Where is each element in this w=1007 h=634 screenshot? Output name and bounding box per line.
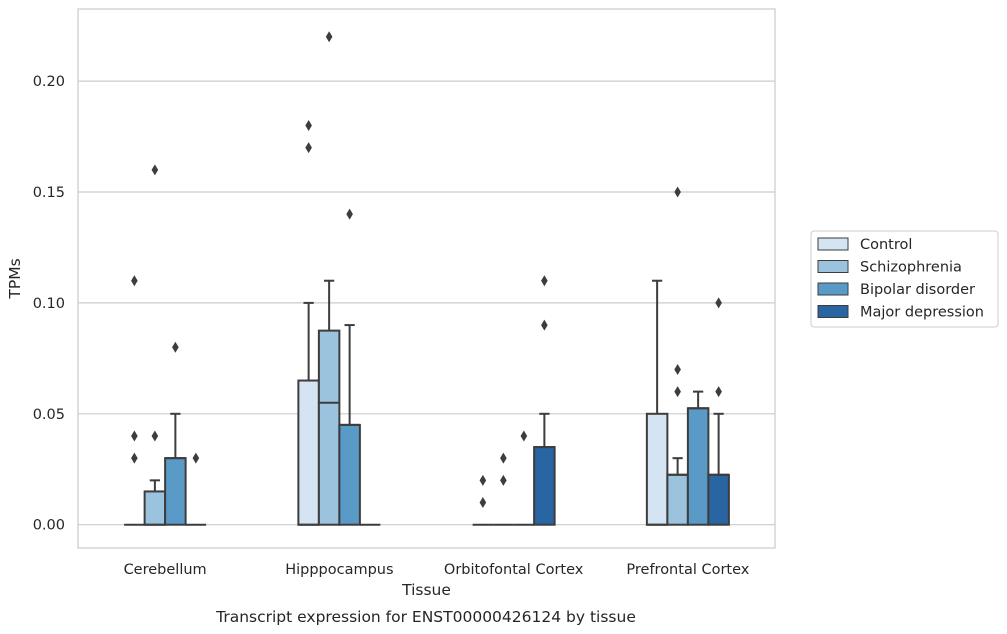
box-layer (124, 31, 730, 526)
outlier-point (151, 430, 159, 442)
box-control (297, 119, 320, 526)
outlier-point (674, 186, 681, 198)
outlier-point (479, 497, 487, 509)
x-tick-label: Prefrontal Cortex (626, 562, 749, 578)
x-tick-label: Hipppocampus (285, 562, 393, 578)
outlier-point (305, 119, 312, 131)
legend-swatch (817, 305, 849, 318)
box-bipolar-disorder (513, 430, 535, 526)
outlier-point (131, 452, 138, 464)
outlier-point (305, 142, 312, 154)
box-bipolar-disorder (338, 208, 361, 526)
legend-item: Major depression (817, 305, 984, 321)
legend: Control Schizophrenia Bipolar disorder Majo… (810, 230, 999, 328)
x-tick-label: Orbitofontal Cortex (444, 562, 584, 578)
box-body (317, 329, 341, 526)
y-tick-label: 0.15 (33, 185, 65, 201)
outlier-point (715, 297, 722, 309)
box-major-depression (707, 297, 730, 526)
outlier-point (172, 341, 179, 353)
box-body (666, 473, 689, 526)
outlier-point (131, 430, 138, 442)
box-body (686, 407, 710, 526)
box-major-depression (185, 452, 207, 526)
outlier-point (500, 452, 507, 464)
outlier-point (674, 386, 681, 398)
box-control (472, 474, 494, 526)
legend-swatch (817, 260, 849, 273)
y-axis-ticks: 0.00 0.05 0.10 0.15 0.20 (33, 74, 65, 534)
legend-swatch (817, 237, 849, 251)
outlier-point (674, 363, 681, 375)
box-body (297, 379, 320, 526)
box-schizophrenia (317, 31, 341, 526)
outlier-point (500, 474, 507, 486)
outlier-point (192, 452, 200, 464)
chart-caption: Transcript expression for ENST0000042612… (215, 608, 636, 626)
y-axis-label: TPMs (6, 258, 24, 299)
box-body (645, 412, 669, 526)
box-schizophrenia (493, 452, 514, 526)
legend-label: Schizophrenia (860, 260, 962, 276)
x-axis-ticks: Cerebellum Hipppocampus Orbitofontal Corte… (124, 562, 750, 578)
y-tick-label: 0.10 (33, 296, 65, 312)
legend-item: Schizophrenia (817, 260, 962, 276)
legend-swatch (817, 282, 849, 296)
outlier-point (541, 275, 548, 287)
box-control (645, 279, 669, 526)
outlier-point (715, 386, 722, 398)
plot-frame (77, 8, 776, 549)
y-tick-label: 0.05 (33, 407, 65, 423)
box-body (707, 473, 730, 526)
x-axis-label: Tissue (401, 581, 451, 599)
outlier-point (151, 164, 159, 176)
box-body (533, 446, 556, 526)
legend-frame (810, 230, 999, 328)
x-tick-label: Cerebellum (124, 562, 207, 578)
legend-label: Bipolar disorder (860, 282, 975, 298)
box-control (124, 275, 145, 526)
outlier-point (346, 208, 353, 220)
box-body (164, 457, 187, 526)
y-tick-label: 0.20 (33, 74, 65, 90)
box-bipolar-disorder (686, 390, 710, 526)
y-tick-label: 0.00 (33, 518, 65, 534)
legend-item: Bipolar disorder (817, 282, 975, 298)
box-major-depression (533, 275, 556, 526)
outlier-point (479, 474, 487, 486)
box-schizophrenia (143, 164, 167, 526)
legend-label: Control (860, 237, 912, 253)
outlier-point (541, 319, 548, 331)
box-bipolar-disorder (164, 341, 187, 526)
legend-item: Control (817, 237, 912, 253)
box-body (143, 490, 167, 526)
box-schizophrenia (666, 186, 689, 526)
outlier-point (325, 31, 333, 43)
box-body (338, 423, 361, 526)
outlier-point (131, 275, 138, 287)
outlier-point (520, 430, 528, 442)
legend-label: Major depression (860, 305, 984, 321)
